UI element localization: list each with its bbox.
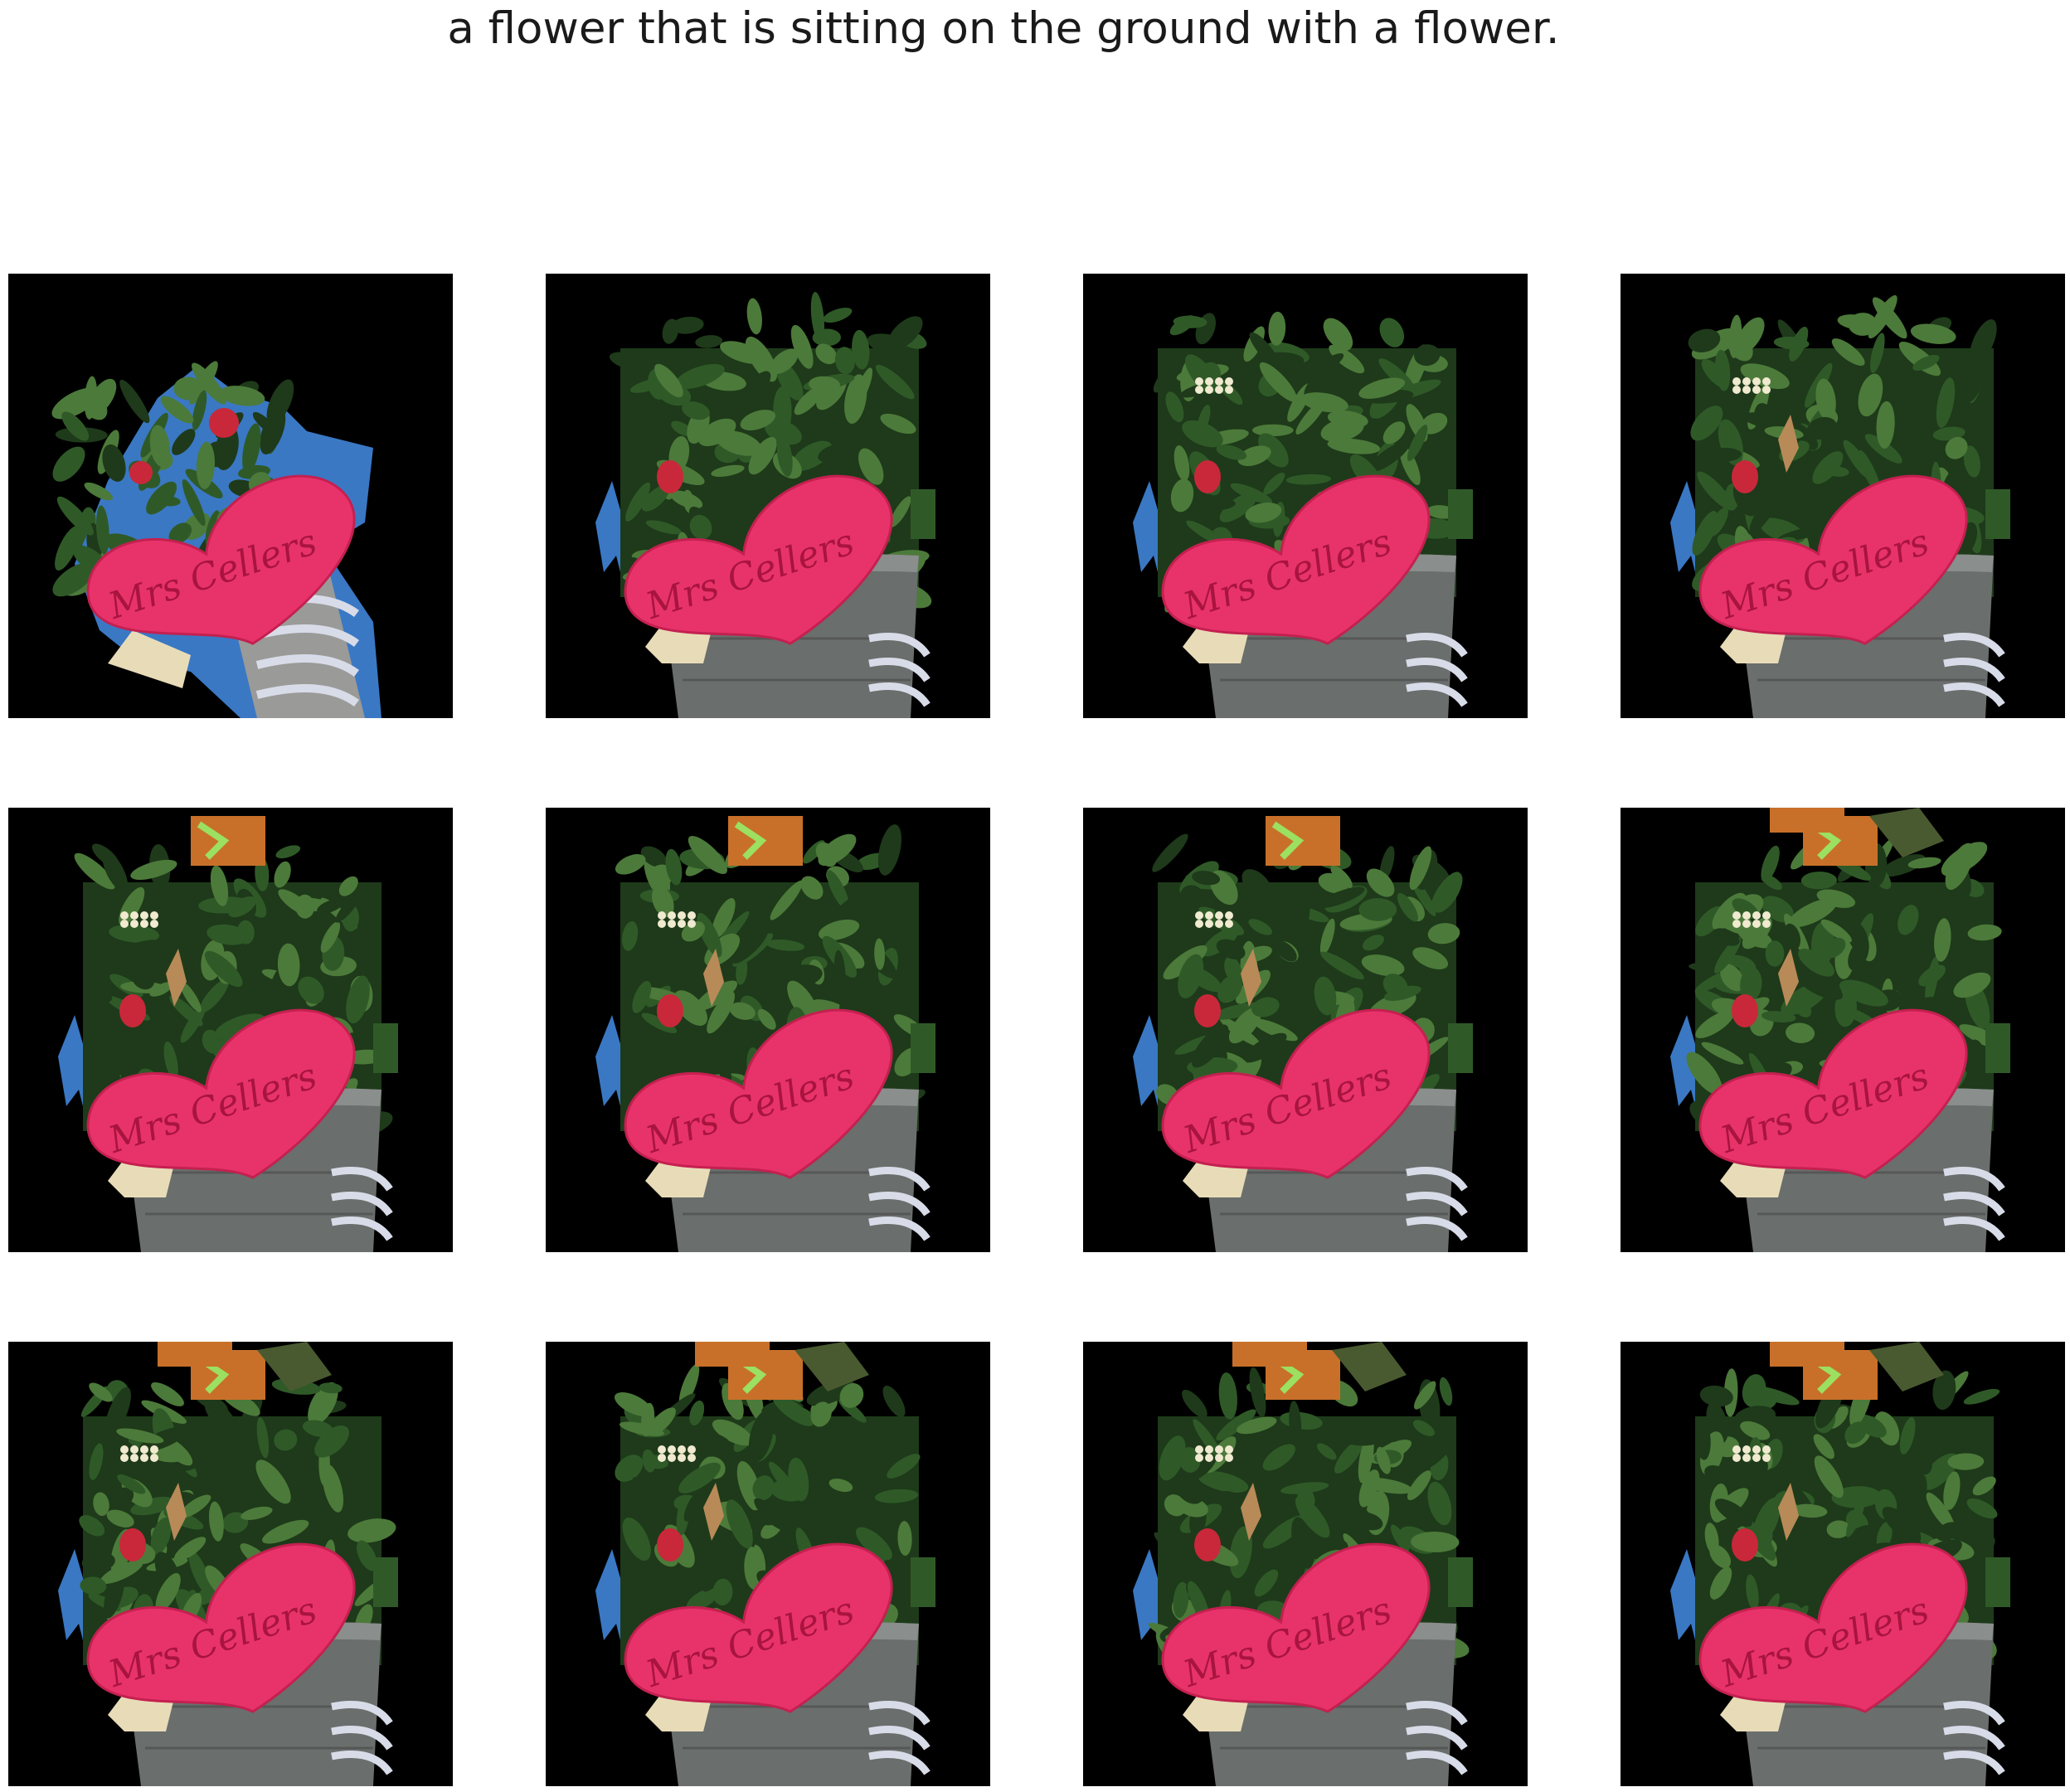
image-panel: Mrs Cellers bbox=[546, 274, 990, 718]
heart-sign: Mrs Cellers bbox=[86, 1008, 356, 1179]
flower-photo-collage: Mrs Cellers bbox=[546, 274, 990, 718]
heart-sign: Mrs Cellers bbox=[624, 1008, 893, 1179]
heart-sign: Mrs Cellers bbox=[1698, 474, 1968, 645]
flower-photo-collage: Mrs Cellers bbox=[546, 1342, 990, 1786]
image-panel: Mrs Cellers bbox=[1621, 808, 2065, 1252]
image-panel: Mrs Cellers bbox=[1083, 1342, 1528, 1786]
image-panel: Mrs Cellers bbox=[546, 808, 990, 1252]
heart-sign: Mrs Cellers bbox=[86, 1542, 356, 1713]
heart-sign: Mrs Cellers bbox=[624, 474, 893, 645]
figure-caption: a flower that is sitting on the ground w… bbox=[447, 3, 1560, 54]
flower-photo-collage: Mrs Cellers bbox=[8, 808, 453, 1252]
heart-sign: Mrs Cellers bbox=[1698, 1008, 1968, 1179]
image-panel: Mrs Cellers bbox=[8, 808, 453, 1252]
flower-photo-collage: Mrs Cellers bbox=[1083, 1342, 1528, 1786]
image-panel: Mrs Cellers bbox=[8, 1342, 453, 1786]
image-panel: Mrs Cellers bbox=[546, 1342, 990, 1786]
image-panel: Mrs Cellers bbox=[1621, 1342, 2065, 1786]
flower-photo-collage: Mrs Cellers bbox=[8, 1342, 453, 1786]
flower-photo-collage: Mrs Cellers bbox=[8, 274, 453, 718]
flower-photo-collage: Mrs Cellers bbox=[1083, 274, 1528, 718]
flower-photo-collage: Mrs Cellers bbox=[546, 808, 990, 1252]
image-grid: Mrs Cellers Mrs Cellers Mrs Cellers Mrs Cel… bbox=[8, 274, 2065, 1786]
image-panel: Mrs Cellers bbox=[1621, 274, 2065, 718]
heart-sign: Mrs Cellers bbox=[1161, 1008, 1431, 1179]
flower-photo-collage: Mrs Cellers bbox=[1621, 274, 2065, 718]
flower-photo-collage: Mrs Cellers bbox=[1621, 1342, 2065, 1786]
image-panel: Mrs Cellers bbox=[8, 274, 453, 718]
image-panel: Mrs Cellers bbox=[1083, 808, 1528, 1252]
image-panel: Mrs Cellers bbox=[1083, 274, 1528, 718]
flower-photo-collage: Mrs Cellers bbox=[1083, 808, 1528, 1252]
flower-photo-collage: Mrs Cellers bbox=[1621, 808, 2065, 1252]
